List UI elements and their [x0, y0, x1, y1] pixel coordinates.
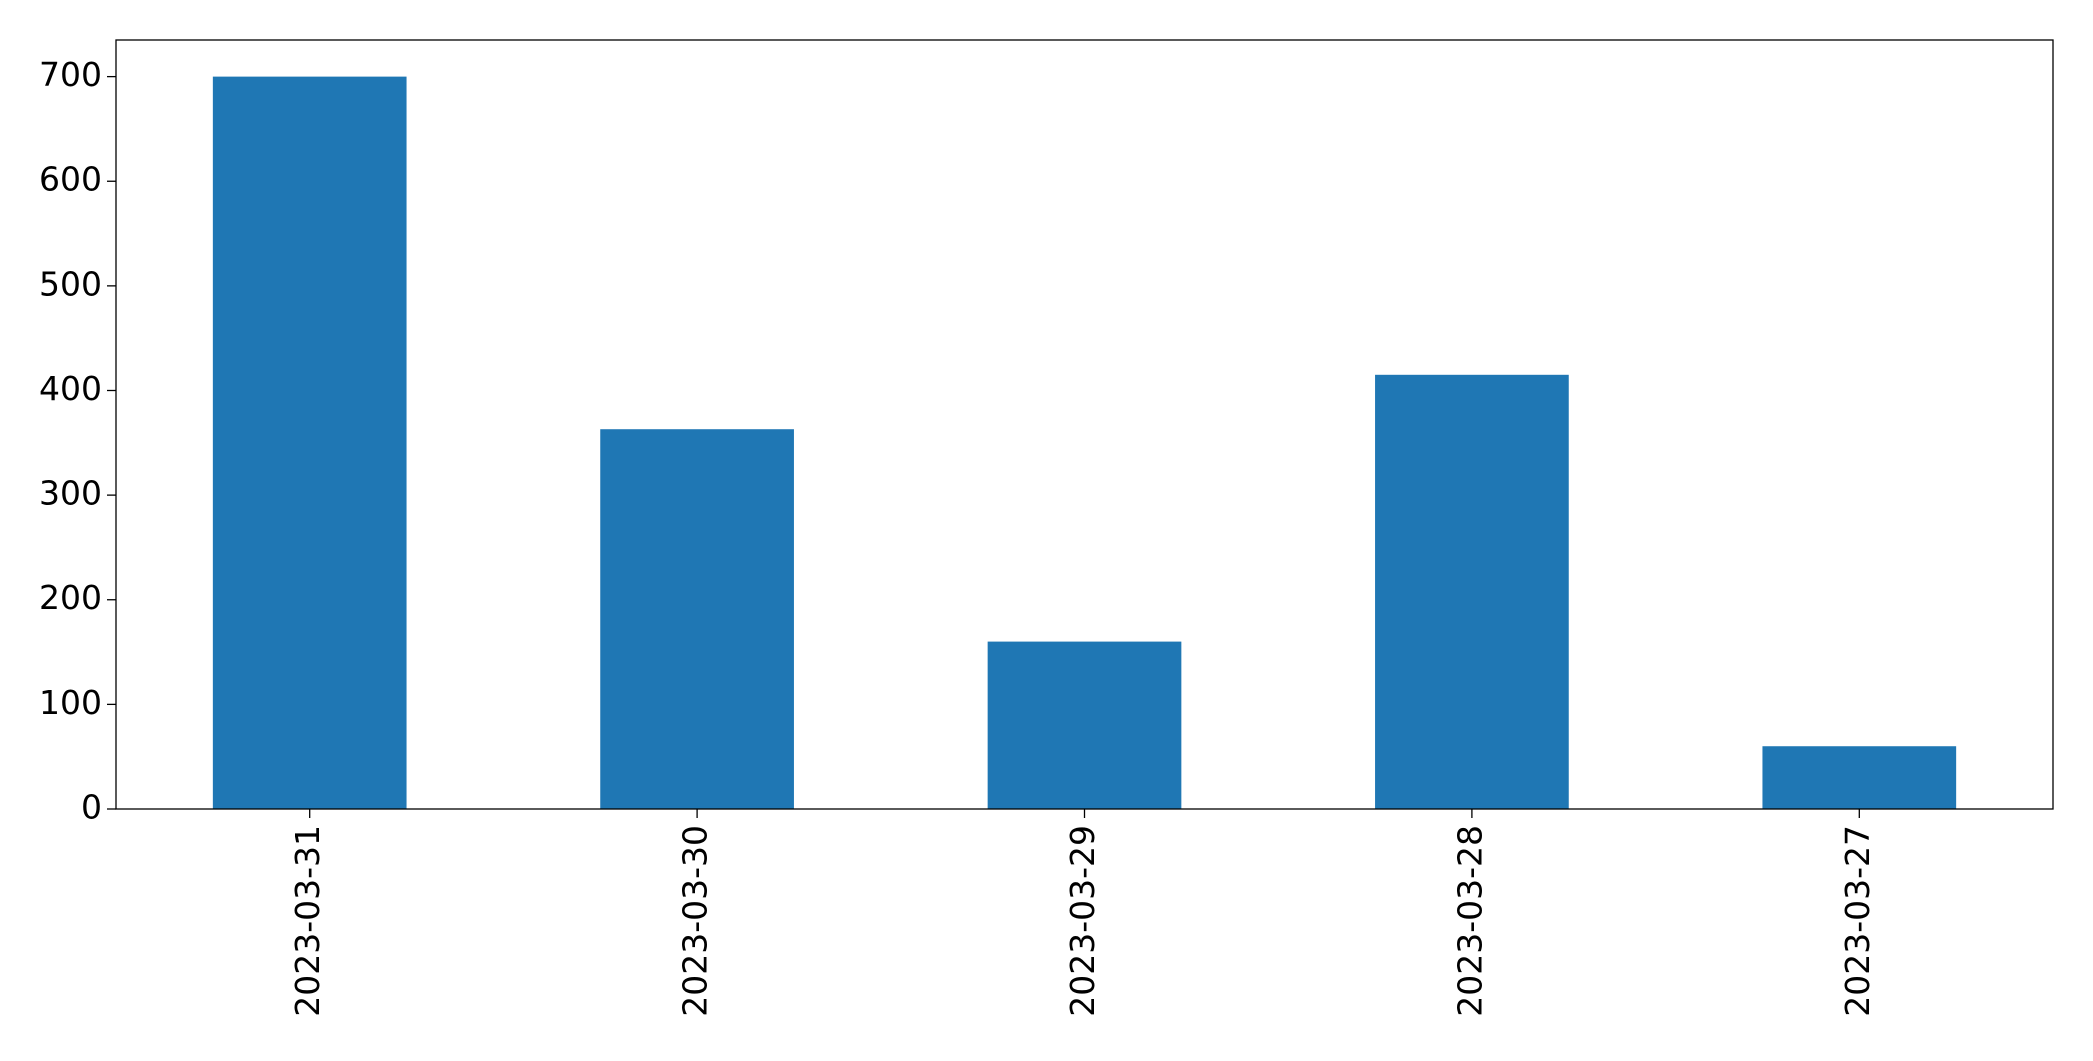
bar	[212, 76, 407, 810]
y-tick-label: 0	[81, 788, 102, 827]
y-tick-label: 200	[39, 578, 102, 617]
plot-frame	[115, 39, 2054, 810]
y-tick-label: 600	[39, 160, 102, 199]
x-tick-label: 2023-03-30	[676, 825, 715, 1017]
y-tick-label: 100	[39, 683, 102, 722]
bar	[1375, 374, 1569, 809]
bar	[600, 429, 794, 809]
y-tick-label: 700	[39, 55, 102, 94]
x-tick-label: 2023-03-27	[1838, 825, 1877, 1017]
y-tick-label: 400	[39, 369, 102, 408]
x-tick-label: 2023-03-31	[288, 825, 327, 1017]
y-tick-label: 300	[39, 474, 102, 513]
x-tick-label: 2023-03-28	[1450, 825, 1489, 1017]
bar	[1762, 746, 1957, 809]
bar	[987, 641, 1182, 809]
x-tick-label: 2023-03-29	[1063, 825, 1102, 1017]
y-tick-label: 500	[39, 264, 102, 303]
